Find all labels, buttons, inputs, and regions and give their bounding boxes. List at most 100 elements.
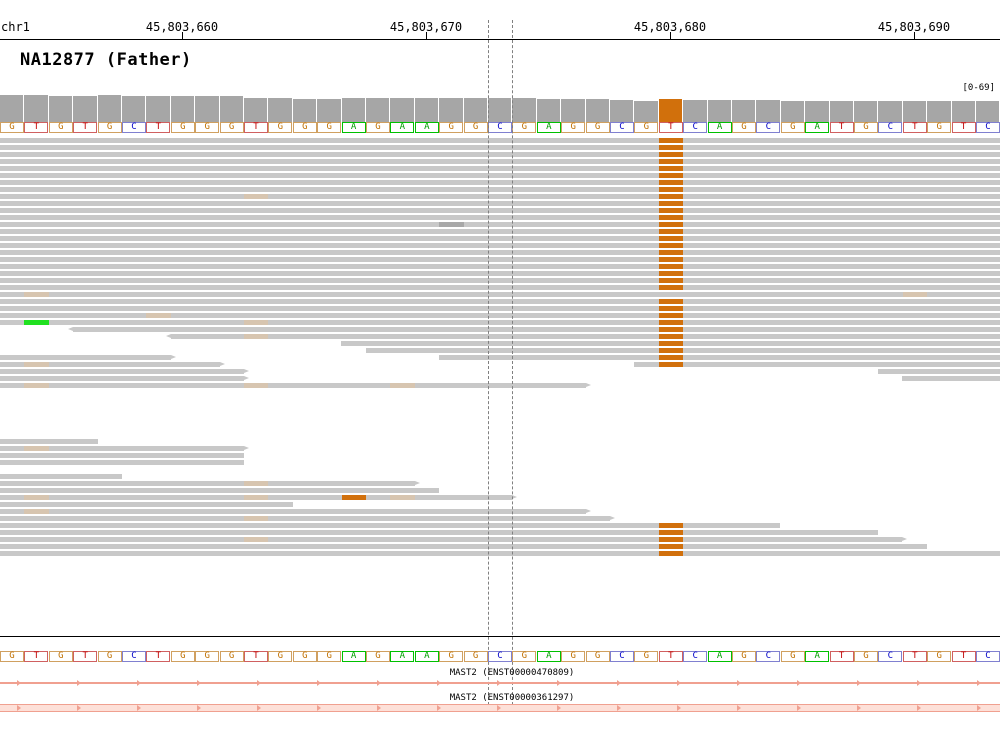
reference-base: T	[951, 122, 976, 133]
reference-base: G	[292, 651, 317, 662]
aligned-read[interactable]	[0, 369, 249, 374]
reference-base: T	[902, 122, 927, 133]
aligned-read[interactable]	[166, 334, 1000, 339]
aligned-read[interactable]	[0, 138, 1000, 143]
coverage-bar	[195, 96, 219, 122]
aligned-read[interactable]	[0, 509, 591, 514]
aligned-read[interactable]	[0, 446, 249, 451]
aligned-read[interactable]	[0, 313, 1000, 318]
gene-track-transcript-2[interactable]	[0, 704, 1000, 712]
aligned-read[interactable]	[0, 278, 1000, 283]
strand-arrow-icon	[317, 705, 321, 711]
aligned-read[interactable]	[0, 229, 1000, 234]
mismatch-base-marker	[24, 320, 49, 325]
aligned-read[interactable]	[0, 362, 225, 367]
aligned-read[interactable]	[0, 166, 1000, 171]
aligned-read[interactable]	[0, 460, 244, 465]
aligned-read[interactable]	[0, 215, 1000, 220]
aligned-read[interactable]	[0, 306, 1000, 311]
ruler-tick-label: 45,803,670	[389, 20, 463, 34]
mismatch-base-marker	[658, 229, 684, 234]
aligned-read[interactable]	[439, 355, 1000, 360]
coverage-bar	[780, 101, 805, 122]
mismatch-base-marker	[390, 383, 415, 388]
aligned-read[interactable]	[0, 292, 1000, 297]
aligned-read[interactable]	[0, 285, 1000, 290]
aligned-read[interactable]	[0, 523, 780, 528]
mismatch-base-marker	[658, 537, 684, 542]
aligned-read[interactable]	[0, 544, 927, 549]
aligned-read[interactable]	[0, 474, 122, 479]
mismatch-base-marker	[658, 187, 684, 192]
aligned-read[interactable]	[0, 551, 1000, 556]
aligned-read[interactable]	[0, 530, 878, 535]
aligned-read[interactable]	[0, 271, 1000, 276]
aligned-read[interactable]	[902, 376, 1000, 381]
mismatch-base-marker	[658, 348, 684, 353]
aligned-read[interactable]	[634, 362, 1000, 367]
reference-base: C	[976, 651, 1000, 662]
strand-arrow-icon	[797, 705, 801, 711]
aligned-read[interactable]	[0, 194, 1000, 199]
reference-base: A	[390, 651, 415, 662]
reference-base: G	[927, 122, 952, 133]
strand-arrow-icon	[917, 705, 921, 711]
reference-base: G	[0, 651, 24, 662]
aligned-read[interactable]	[0, 257, 1000, 262]
aligned-read[interactable]	[0, 236, 1000, 241]
mismatch-base-marker	[658, 264, 684, 269]
aligned-read[interactable]	[0, 145, 1000, 150]
mismatch-base-marker	[439, 222, 464, 227]
coverage-bar	[707, 100, 731, 122]
aligned-read[interactable]	[0, 173, 1000, 178]
aligned-read[interactable]	[0, 537, 907, 542]
gene-track-transcript-1[interactable]	[0, 680, 1000, 686]
reference-base: A	[341, 651, 366, 662]
reference-base: G	[732, 651, 756, 662]
aligned-read[interactable]	[0, 355, 176, 360]
aligned-read[interactable]	[0, 383, 591, 388]
aligned-read[interactable]	[0, 439, 98, 444]
strand-arrow-icon	[977, 680, 981, 686]
ruler-tick-mark	[426, 32, 427, 40]
aligned-read[interactable]	[0, 152, 1000, 157]
reference-base: G	[927, 651, 952, 662]
reference-base: A	[390, 122, 415, 133]
mismatch-base-marker	[658, 278, 684, 283]
aligned-read[interactable]	[0, 187, 1000, 192]
coverage-bar	[341, 98, 365, 122]
aligned-read[interactable]	[0, 264, 1000, 269]
aligned-read[interactable]	[0, 502, 293, 507]
mismatch-base-marker	[658, 201, 684, 206]
aligned-read[interactable]	[68, 327, 1000, 332]
aligned-read[interactable]	[0, 320, 1000, 325]
aligned-read[interactable]	[878, 369, 1000, 374]
aligned-read[interactable]	[0, 208, 1000, 213]
coverage-track[interactable]	[0, 94, 1000, 122]
coordinate-ruler[interactable]: chr1 45,803,660 45,803,670 45,803,680 45…	[0, 0, 1000, 40]
strand-arrow-icon	[17, 680, 21, 686]
aligned-read[interactable]	[0, 159, 1000, 164]
reference-base: A	[536, 651, 561, 662]
coverage-bar	[683, 100, 707, 122]
aligned-read[interactable]	[0, 243, 1000, 248]
ruler-tick-label: 45,803,660	[145, 20, 219, 34]
aligned-read[interactable]	[0, 481, 420, 486]
aligned-read[interactable]	[0, 488, 439, 493]
strand-arrow-icon	[437, 705, 441, 711]
aligned-read[interactable]	[0, 299, 1000, 304]
mismatch-base-marker	[658, 145, 684, 150]
mismatch-base-marker	[244, 495, 269, 500]
strand-arrow-icon	[137, 680, 141, 686]
aligned-read[interactable]	[0, 376, 249, 381]
aligned-read[interactable]	[0, 180, 1000, 185]
coverage-bar	[488, 98, 512, 122]
aligned-read[interactable]	[0, 222, 1000, 227]
aligned-read[interactable]	[0, 516, 615, 521]
mismatch-base-marker	[658, 362, 684, 367]
aligned-read[interactable]	[0, 201, 1000, 206]
reference-base: C	[878, 122, 903, 133]
aligned-read[interactable]	[0, 453, 244, 458]
aligned-read[interactable]	[0, 250, 1000, 255]
